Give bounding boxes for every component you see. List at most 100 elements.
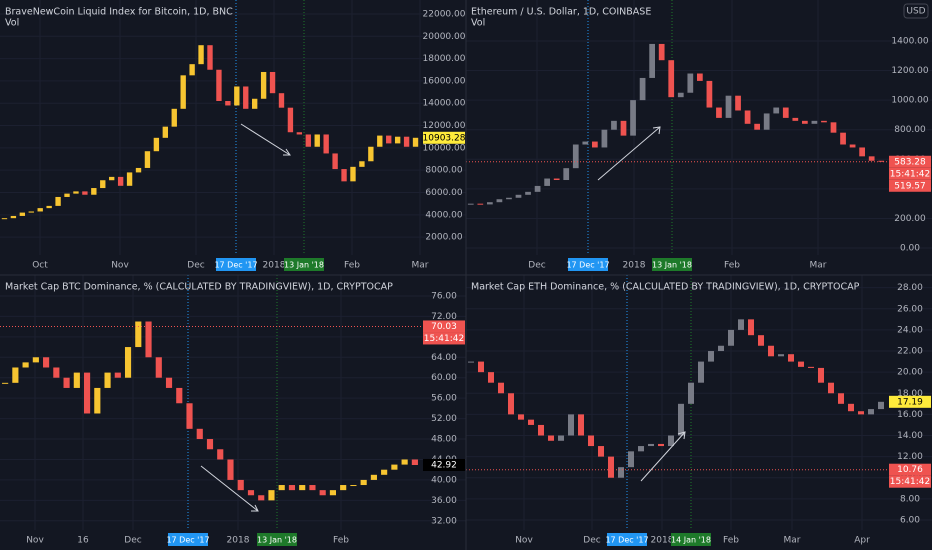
candle: [309, 485, 316, 491]
candle: [649, 43, 655, 78]
price-label: 17.19: [897, 397, 923, 407]
candle: [176, 387, 183, 404]
candle: [687, 73, 694, 93]
candle: [808, 366, 814, 368]
candle: [568, 414, 574, 436]
y-tick-label: 14.00: [897, 431, 923, 441]
date-marker-label: 14 Jan '18: [671, 536, 711, 545]
candle: [288, 485, 296, 491]
candle: [252, 98, 258, 109]
chart-title: Market Cap BTC Dominance, % (CALCULATED …: [5, 282, 393, 293]
x-tick-label: Mar: [784, 536, 801, 546]
x-tick-label: 2018: [623, 261, 646, 271]
x-tick-label: Dec: [124, 536, 141, 546]
candle: [728, 329, 734, 346]
y-tick-label: 800.00: [894, 125, 926, 135]
candle: [278, 485, 285, 491]
candle: [778, 354, 784, 357]
candle: [314, 134, 320, 147]
panel: 32.0036.0040.0044.0048.0052.0056.0060.00…: [0, 275, 466, 546]
price-label-box: [889, 155, 931, 168]
candle: [84, 372, 91, 414]
y-tick-label: 6.00: [900, 515, 920, 525]
candle: [821, 120, 827, 123]
candle: [588, 435, 594, 447]
candle: [620, 120, 627, 136]
y-tick-label: 20000.00: [423, 32, 466, 42]
date-marker-label: 17 Dec '17: [166, 536, 209, 545]
candle: [477, 203, 484, 205]
candle: [162, 126, 168, 138]
candle: [578, 414, 584, 436]
candle: [10, 215, 17, 219]
candle: [22, 362, 29, 368]
arrow-head: [251, 504, 259, 512]
candle: [538, 424, 544, 436]
y-tick-label: 16000.00: [423, 76, 466, 86]
candle: [508, 393, 514, 415]
price-label: 519.57: [894, 181, 926, 191]
candle: [488, 372, 494, 383]
y-tick-label: 18000.00: [423, 54, 466, 64]
candle: [2, 382, 9, 384]
candle: [688, 382, 694, 404]
candle: [377, 135, 383, 147]
candle: [698, 361, 704, 383]
y-tick-label: 18.00: [897, 389, 923, 399]
arrow-head: [677, 431, 686, 440]
candle: [401, 459, 408, 465]
x-tick-label: 2018: [227, 536, 250, 546]
candle: [305, 134, 311, 147]
y-tick-label: 6000.00: [425, 188, 462, 198]
y-tick-label: 60.00: [431, 373, 457, 383]
candle: [370, 474, 377, 480]
candle: [135, 167, 142, 173]
y-tick-label: 0.00: [900, 244, 920, 254]
arrow: [640, 431, 686, 482]
candle: [319, 490, 326, 496]
candle: [237, 479, 244, 491]
candle: [1, 218, 8, 220]
y-tick-label: 76.00: [431, 291, 457, 301]
candle: [216, 69, 222, 101]
candle: [838, 393, 844, 404]
y-tick-label: 12000.00: [423, 121, 466, 131]
x-tick-label: Oct: [32, 261, 48, 271]
candle: [171, 108, 177, 127]
y-tick-label: 8000.00: [425, 166, 462, 176]
y-tick-label: 36.00: [431, 496, 457, 506]
arrow: [240, 123, 291, 156]
price-label: 70.03: [431, 322, 457, 332]
candle: [868, 409, 874, 415]
candle: [234, 86, 240, 106]
date-marker-label: 13 Jan '18: [257, 536, 297, 545]
date-marker: [284, 258, 324, 271]
candle: [515, 194, 522, 198]
candle: [811, 120, 818, 124]
candle: [648, 443, 654, 447]
candle: [12, 367, 19, 383]
price-label-box: [889, 475, 931, 488]
candle: [792, 117, 799, 121]
candle: [467, 203, 474, 205]
candle: [411, 459, 418, 465]
x-tick-label: Mar: [810, 261, 827, 271]
x-tick-label: Dec: [583, 536, 600, 546]
candle: [639, 77, 646, 101]
x-tick-label: Nov: [26, 536, 44, 546]
candle: [706, 80, 713, 108]
y-tick-label: 8.00: [900, 494, 920, 504]
price-label: 10903.28: [423, 133, 466, 143]
date-marker: [671, 533, 711, 546]
candle: [196, 428, 203, 440]
panel: 2000.00 4000.00 6000.00 8000.00 10000.00 1200…: [0, 0, 466, 271]
candle: [828, 382, 834, 394]
candle: [32, 357, 39, 363]
candle: [217, 449, 224, 460]
candle: [498, 382, 504, 394]
candle: [19, 212, 26, 216]
x-tick-label: Dec: [528, 261, 545, 271]
price-label-box: [423, 458, 465, 471]
y-tick-label: 10000.00: [423, 143, 466, 153]
